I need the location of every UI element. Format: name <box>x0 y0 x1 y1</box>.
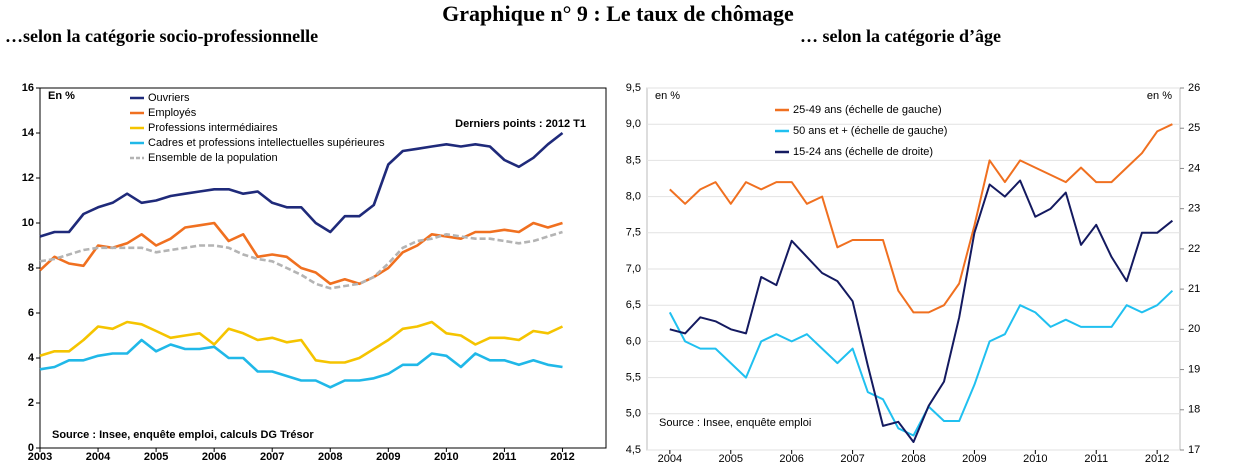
y2-axis-label: en % <box>1147 90 1172 102</box>
y2-tick-label: 24 <box>1188 162 1200 174</box>
y-tick-label: 7,0 <box>626 263 641 275</box>
x-tick-label: 2003 <box>28 451 52 463</box>
page-title: Graphique n° 9 : Le taux de chômage <box>442 1 794 26</box>
y-tick-label: 14 <box>22 127 35 139</box>
x-tick-label: 2009 <box>376 451 400 463</box>
y-tick-label: 16 <box>22 82 34 94</box>
y-tick-label: 12 <box>22 172 34 184</box>
y2-tick-label: 22 <box>1188 243 1200 255</box>
x-tick-label: 2009 <box>962 453 986 463</box>
y2-tick-label: 17 <box>1188 444 1200 456</box>
y2-tick-label: 20 <box>1188 323 1200 335</box>
y-axis-label: En % <box>48 90 75 102</box>
legend-label: Ensemble de la population <box>148 152 278 164</box>
x-tick-label: 2012 <box>1145 453 1169 463</box>
legend-label: Cadres et professions intellectuelles su… <box>148 137 385 149</box>
y2-tick-label: 21 <box>1188 283 1200 295</box>
y-tick-label: 8,0 <box>626 191 641 203</box>
x-tick-label: 2006 <box>202 451 226 463</box>
y-tick-label: 6 <box>28 307 34 319</box>
y2-tick-label: 18 <box>1188 404 1200 416</box>
x-tick-label: 2010 <box>1023 453 1047 463</box>
series-line <box>39 230 563 290</box>
y-tick-label: 4,5 <box>626 444 641 456</box>
y2-tick-label: 19 <box>1188 363 1200 375</box>
source: Source : Insee, enquête emploi, calculs … <box>52 429 314 441</box>
y-tick-label: 5,5 <box>626 372 641 384</box>
y-tick-label: 0 <box>28 442 34 454</box>
legend-label: 15-24 ans (échelle de droite) <box>793 146 933 158</box>
y-tick-label: 9,5 <box>626 82 641 94</box>
legend-label: Employés <box>148 107 197 119</box>
series-line <box>669 123 1173 314</box>
y2-tick-label: 25 <box>1188 122 1200 134</box>
legend-label: 50 ans et + (échelle de gauche) <box>793 125 947 137</box>
y-axis-label: en % <box>655 90 680 102</box>
y-tick-label: 5,0 <box>626 408 641 420</box>
x-tick-label: 2010 <box>434 451 458 463</box>
x-tick-label: 2008 <box>318 451 342 463</box>
x-tick-label: 2008 <box>901 453 925 463</box>
series-line <box>39 338 563 389</box>
y-tick-label: 8,5 <box>626 154 641 166</box>
y2-tick-label: 23 <box>1188 203 1200 215</box>
x-tick-label: 2004 <box>86 451 111 463</box>
x-tick-label: 2012 <box>550 451 574 463</box>
x-tick-label: 2007 <box>260 451 284 463</box>
chart-title: …selon la catégorie socio-professionnell… <box>5 26 318 46</box>
x-tick-label: 2011 <box>492 451 516 463</box>
y-tick-label: 10 <box>22 217 34 229</box>
y-tick-label: 2 <box>28 397 34 409</box>
y-tick-label: 8 <box>28 262 34 274</box>
y-tick-label: 6,0 <box>626 335 641 347</box>
series-line <box>39 221 563 286</box>
x-tick-label: 2006 <box>779 453 803 463</box>
y-tick-label: 7,5 <box>626 227 641 239</box>
legend-label: Ouvriers <box>148 92 190 104</box>
chart-title: … selon la catégorie d’âge <box>800 26 1001 46</box>
source: Source : Insee, enquête emploi <box>659 417 811 429</box>
series-line <box>668 289 1174 437</box>
x-tick-label: 2005 <box>144 451 168 463</box>
x-tick-label: 2004 <box>658 453 682 463</box>
series-line <box>39 131 564 238</box>
legend-label: 25-49 ans (échelle de gauche) <box>793 104 942 116</box>
x-tick-label: 2007 <box>840 453 864 463</box>
series-line <box>669 179 1174 443</box>
legend-label: Professions intermédiaires <box>148 122 278 134</box>
y-tick-label: 4 <box>28 352 35 364</box>
x-tick-label: 2011 <box>1084 453 1108 463</box>
y-tick-label: 9,0 <box>626 118 641 130</box>
y-tick-label: 6,5 <box>626 299 641 311</box>
x-tick-label: 2005 <box>719 453 743 463</box>
y2-tick-label: 26 <box>1188 82 1200 94</box>
annotation: Derniers points : 2012 T1 <box>455 118 586 130</box>
series-line <box>39 320 564 364</box>
